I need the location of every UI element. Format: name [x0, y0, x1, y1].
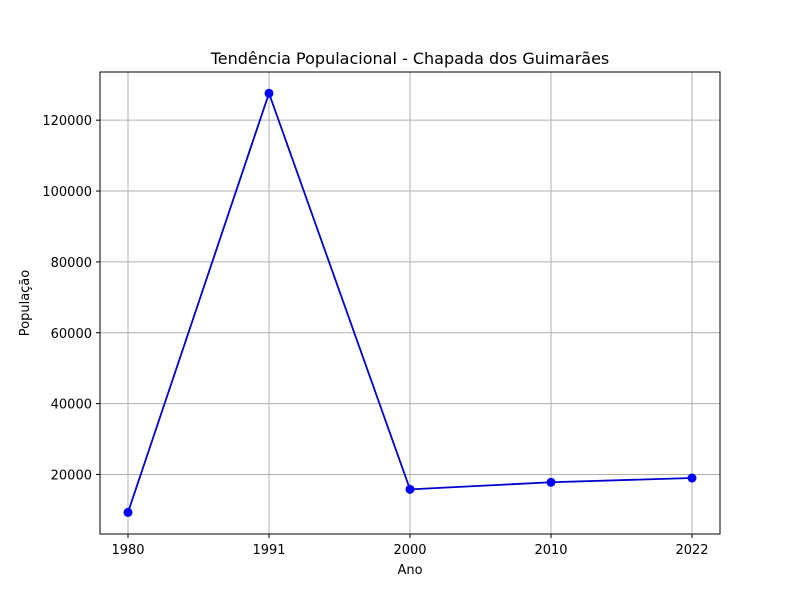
data-point-marker — [405, 484, 415, 494]
data-point-marker — [546, 477, 556, 487]
x-tick-label: 2022 — [675, 543, 708, 558]
x-tick-label: 2000 — [393, 543, 426, 558]
grid-lines — [100, 72, 720, 534]
series-layer — [123, 88, 697, 517]
y-tick-label: 80000 — [51, 256, 92, 271]
y-tick-label: 120000 — [42, 114, 92, 129]
x-tick-label: 2010 — [534, 543, 567, 558]
data-point-marker — [264, 88, 274, 98]
x-tick-label: 1980 — [111, 543, 144, 558]
y-tick-label: 60000 — [51, 327, 92, 342]
data-point-marker — [687, 473, 697, 483]
axis-ticks: 1980 1991 2000 2010 2022 20000 40000 60000 80000… — [42, 114, 708, 558]
y-axis-title: População — [18, 270, 33, 337]
y-tick-label: 40000 — [51, 398, 92, 413]
y-tick-label: 20000 — [51, 468, 92, 483]
chart-title: Tendência Populacional - Chapada dos Gui… — [210, 49, 610, 68]
data-point-marker — [123, 507, 133, 517]
y-tick-label: 100000 — [42, 185, 92, 200]
x-axis-title: Ano — [397, 563, 422, 578]
x-tick-label: 1991 — [252, 543, 285, 558]
